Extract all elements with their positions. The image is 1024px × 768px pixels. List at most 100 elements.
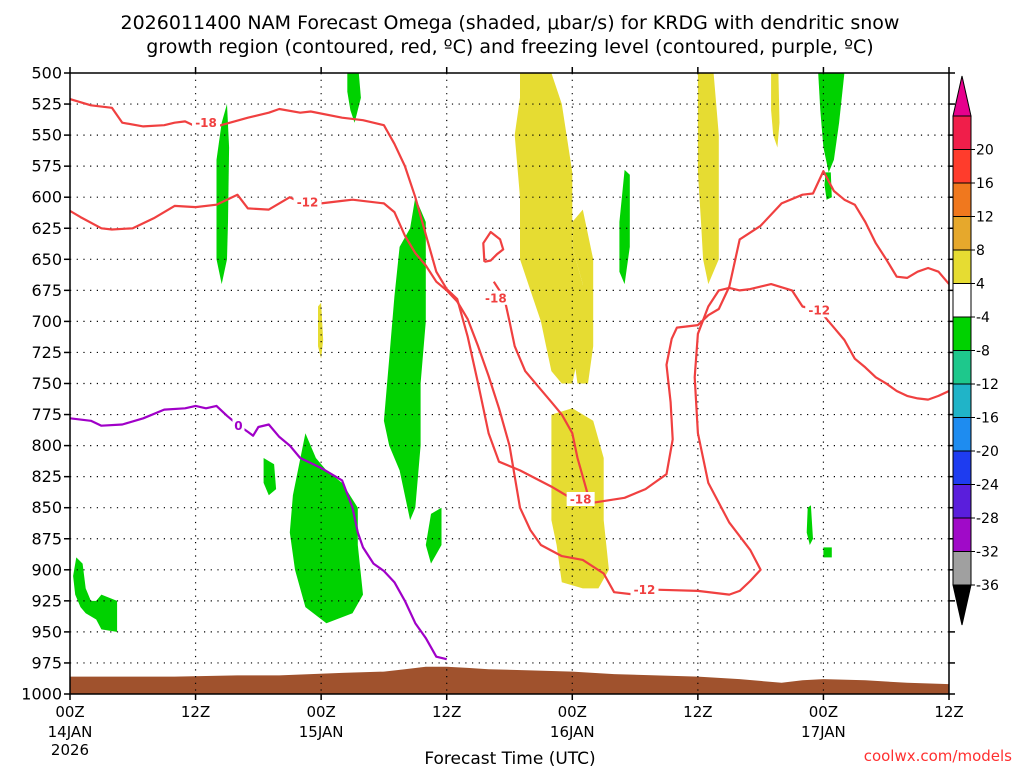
contour-label-3: -18 — [570, 493, 592, 507]
y-tick-label-775: 775 — [31, 405, 62, 424]
downward-omega-region-8 — [383, 197, 426, 521]
contour-label-5: -12 — [808, 304, 830, 318]
colorbar-swatch-5 — [952, 283, 972, 318]
upward-omega-region-1 — [572, 209, 594, 384]
colorbar-swatch-12 — [952, 517, 972, 552]
plot-frame — [69, 72, 950, 695]
colorbar-swatch-3 — [952, 216, 972, 251]
downward-omega-region-17 — [823, 547, 832, 558]
x-tick-date-4: 16JAN — [550, 723, 595, 741]
downward-omega-region-12 — [73, 557, 118, 632]
colorbar-tick-label-10: -24 — [976, 478, 999, 494]
colorbar-tick-label-1: 16 — [976, 176, 994, 192]
colorbar-swatch-7 — [952, 350, 972, 385]
y-tick-label-750: 750 — [31, 374, 62, 393]
contour-labels-layer: -18 -12 -18 -18 -12 -12 0 — [192, 115, 834, 597]
colorbar-bottom-arrow — [952, 584, 972, 626]
colorbar-swatch-10 — [952, 450, 972, 485]
credit-text: coolwx.com/models — [864, 747, 1012, 765]
x-tick-label-0: 00Z — [55, 703, 84, 721]
x-tick-label-1: 12Z — [181, 703, 210, 721]
omega-shading-layer — [73, 73, 845, 632]
y-tick-label-1000: 1000 — [21, 685, 62, 704]
colorbar-swatch-0 — [952, 115, 972, 150]
downward-omega-region-7 — [216, 104, 230, 285]
colorbar-tick-label-6: -8 — [976, 344, 990, 360]
y-tick-label-850: 850 — [31, 498, 62, 517]
y-tick-label-650: 650 — [31, 250, 62, 269]
upward-omega-region-0 — [514, 73, 583, 384]
x-tick-date-0: 14JAN — [48, 723, 93, 741]
contour-label-6: 0 — [234, 419, 242, 433]
y-axis: 500 525 550 575 600 625 650 675 700 725 750 775 800 8… — [21, 64, 955, 704]
contour-label-bg-3 — [566, 492, 595, 507]
colorbar-tick-label-2: 12 — [976, 210, 994, 226]
contour-label-bg-5 — [805, 303, 834, 318]
x-axis-title: Forecast Time (UTC) — [424, 749, 595, 768]
downward-omega-region-11 — [425, 507, 442, 564]
colorbar-tick-label-11: -28 — [976, 511, 999, 527]
x-tick-label-6: 00Z — [809, 703, 838, 721]
downward-omega-region-16 — [806, 505, 813, 545]
downward-omega-region-15 — [824, 172, 832, 200]
colorbar-legend: 20 16 12 8 4 -4 -8 -12 -16 -20 -24 -28 -32 -36 — [952, 75, 999, 626]
contour-lines-layer — [70, 98, 949, 661]
colorbar-swatch-4 — [952, 249, 972, 284]
colorbar-top-arrow — [952, 75, 972, 117]
contour-label-bg-2 — [481, 290, 510, 305]
y-tick-label-900: 900 — [31, 560, 62, 579]
colorbar-swatch-8 — [952, 383, 972, 418]
colorbar-swatch-6 — [952, 316, 972, 351]
terrain-layer — [70, 666, 949, 694]
x-tick-label-3: 12Z — [432, 703, 461, 721]
upward-omega-region-3 — [697, 73, 719, 285]
colorbar-tick-label-9: -20 — [976, 444, 999, 460]
x-tick-label-4: 00Z — [558, 703, 587, 721]
chart-title: 2026011400 NAM Forecast Omega (shaded, μ… — [121, 12, 900, 58]
x-tick-label-7: 12Z — [934, 703, 963, 721]
y-tick-label-700: 700 — [31, 312, 62, 331]
contour-label-4: -12 — [634, 583, 656, 597]
colorbar-tick-label-3: 8 — [976, 243, 985, 259]
temperature-contour-3 — [482, 230, 505, 263]
y-tick-label-675: 675 — [31, 281, 62, 300]
x-tick-label-2: 00Z — [306, 703, 335, 721]
downward-omega-region-9 — [289, 433, 363, 624]
colorbar-swatch-13 — [952, 551, 972, 586]
downward-omega-region-14 — [818, 73, 845, 173]
upward-omega-region-4 — [771, 73, 780, 148]
colorbar-swatch-11 — [952, 484, 972, 519]
temperature-contour-1 — [70, 193, 949, 596]
colorbar-tick-label-12: -32 — [976, 545, 999, 561]
x-tick-date-2: 15JAN — [299, 723, 344, 741]
y-tick-label-600: 600 — [31, 188, 62, 207]
x-tick-year-0: 2026 — [51, 741, 89, 759]
chart-title-line1: 2026011400 NAM Forecast Omega (shaded, μ… — [121, 12, 900, 34]
colorbar-tick-label-7: -12 — [976, 377, 999, 393]
terrain-fill — [70, 666, 949, 694]
y-tick-label-500: 500 — [31, 64, 62, 83]
y-tick-label-875: 875 — [31, 529, 62, 548]
dotted-gridlines — [70, 73, 949, 694]
y-tick-label-950: 950 — [31, 622, 62, 641]
downward-omega-region-6 — [347, 73, 361, 123]
contour-label-1: -12 — [297, 196, 319, 210]
colorbar-tick-label-4: 4 — [976, 277, 985, 293]
colorbar-tick-label-13: -36 — [976, 578, 999, 594]
upward-omega-region-5 — [318, 302, 324, 359]
y-tick-label-625: 625 — [31, 219, 62, 238]
downward-omega-region-10 — [263, 458, 277, 496]
contour-label-bg-6 — [232, 418, 245, 433]
chart-title-line2: growth region (contoured, red, ºC) and f… — [146, 36, 873, 58]
y-tick-label-975: 975 — [31, 653, 62, 672]
downward-omega-region-13 — [619, 169, 630, 285]
y-tick-label-925: 925 — [31, 591, 62, 610]
colorbar-tick-label-5: -4 — [976, 310, 990, 326]
y-tick-label-725: 725 — [31, 343, 62, 362]
y-tick-label-575: 575 — [31, 157, 62, 176]
temperature-contour-2 — [492, 281, 595, 504]
contour-label-bg-0 — [192, 115, 221, 130]
x-tick-label-5: 12Z — [683, 703, 712, 721]
